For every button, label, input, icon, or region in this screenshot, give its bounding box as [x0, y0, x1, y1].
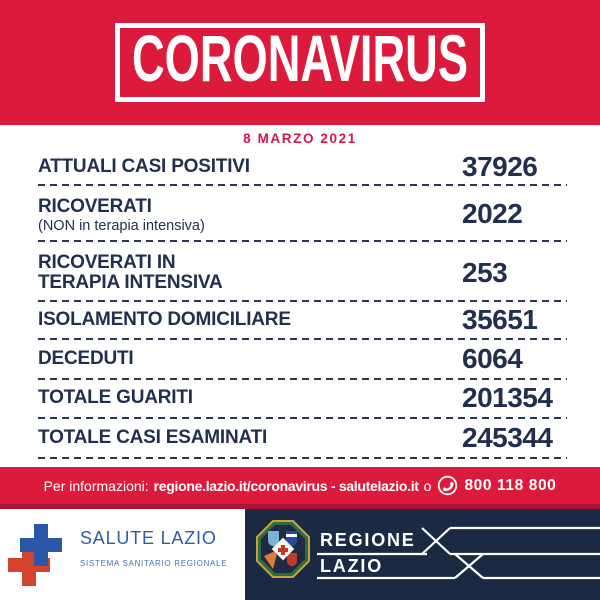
stat-value-totale-guariti: 201354	[462, 382, 553, 413]
stat-value-ricoverati: 2022	[462, 198, 523, 229]
stat-value-totale-casi-esaminati: 245344	[462, 422, 553, 453]
stat-value-isolamento-domiciliare: 35651	[462, 304, 538, 335]
phone-number: 800 118 800	[464, 476, 557, 494]
info-links[interactable]: regione.lazio.it/coronavirus - salutelaz…	[153, 477, 419, 494]
stat-value-deceduti: 6064	[462, 343, 523, 374]
dark-red-divider	[0, 504, 600, 509]
stat-label-totale-casi-esaminati: TOTALE CASI ESAMINATI	[38, 427, 268, 448]
stat-label-terapia-intensiva-line2: TERAPIA INTENSIVA	[38, 272, 223, 293]
row-divider	[38, 184, 567, 186]
salute-lazio-tagline: SISTEMA SANITARIO REGIONALE	[80, 559, 228, 568]
row-divider	[38, 338, 567, 340]
salute-lazio-cross-icon	[8, 524, 62, 586]
header-banner: CORONAVIRUS	[0, 0, 600, 125]
stat-label-isolamento-domiciliare: ISOLAMENTO DOMICILIARE	[38, 309, 291, 330]
stat-label-deceduti: DECEDUTI	[38, 348, 134, 369]
stat-sublabel-ricoverati: (NON in terapia intensiva)	[38, 218, 205, 234]
regione-wordmark-line2: LAZIO	[320, 556, 383, 576]
row-divider	[38, 378, 567, 380]
stat-label-ricoverati: RICOVERATI	[38, 196, 152, 217]
stat-value-terapia-intensiva: 253	[462, 257, 508, 288]
phone-icon	[438, 475, 458, 496]
row-divider	[38, 417, 567, 419]
title-box: CORONAVIRUS	[115, 23, 485, 102]
stat-label-totale-guariti: TOTALE GUARITI	[38, 387, 193, 408]
info-prefix: Per informazioni:	[43, 477, 149, 494]
info-bar: Per informazioni: regione.lazio.it/coron…	[0, 467, 600, 504]
row-divider	[38, 457, 567, 459]
stat-label-terapia-intensiva-line1: RICOVERATI IN	[38, 252, 176, 273]
row-divider	[38, 300, 567, 302]
row-divider	[38, 240, 567, 242]
regione-lazio-emblem-icon	[256, 520, 310, 578]
regione-wordmark-line1: REGIONE	[320, 530, 416, 550]
report-date: 8 MARZO 2021	[243, 131, 357, 146]
info-connector: o	[423, 477, 432, 494]
stat-value-attuali-casi-positivi: 37926	[462, 151, 538, 182]
title-graphic: CORONAVIRUS	[132, 34, 468, 92]
stat-label-attuali-casi-positivi: ATTUALI CASI POSITIVI	[38, 156, 250, 177]
page-title: CORONAVIRUS	[132, 34, 468, 92]
salute-lazio-name: SALUTE LAZIO	[80, 528, 217, 548]
regione-ribbon-lines	[317, 526, 600, 580]
